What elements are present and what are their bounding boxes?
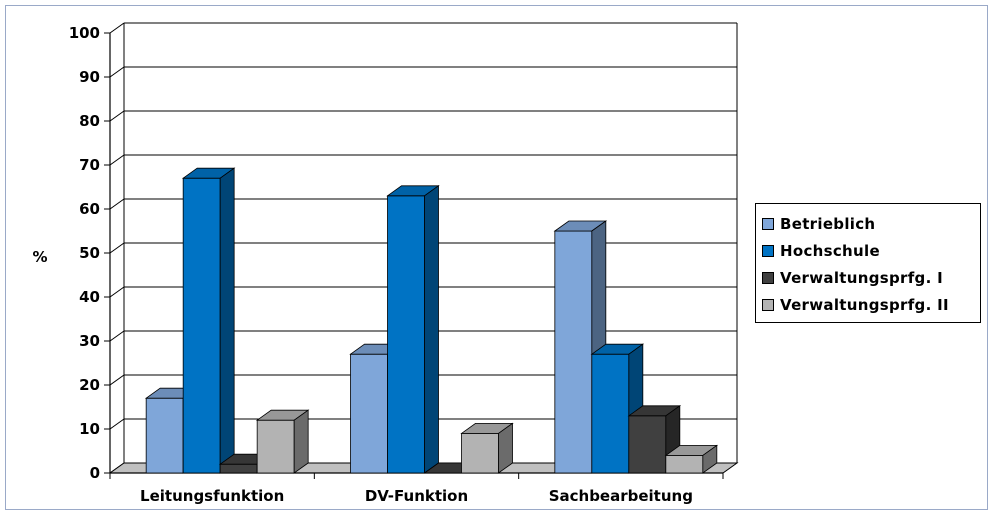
legend-label: Verwaltungsprfg. I <box>780 268 943 287</box>
bar-front <box>628 415 667 474</box>
legend-swatch <box>762 271 774 284</box>
y-tick-label: 20 <box>79 376 100 394</box>
legend-label: Betrieblich <box>780 214 876 233</box>
x-tick-label: Leitungsfunktion <box>140 487 284 505</box>
bar-front <box>219 463 258 474</box>
legend-label: Verwaltungsprfg. II <box>780 295 949 314</box>
bar <box>255 409 310 474</box>
gridline-side <box>109 198 125 210</box>
legend-swatch <box>762 217 774 230</box>
gridline-side <box>109 418 125 430</box>
bar <box>664 444 719 474</box>
y-tick-label: 90 <box>79 68 100 86</box>
bar-side <box>498 422 513 474</box>
bar-side <box>424 185 439 474</box>
bar-side <box>293 409 309 474</box>
bar-front <box>350 353 388 474</box>
bar-front <box>554 230 593 474</box>
y-tick-label: 30 <box>79 332 100 350</box>
x-tick-label: Sachbearbeitung <box>549 487 693 505</box>
legend: Betrieblich Hochschule Verwaltungsprfg. I V… <box>755 203 981 323</box>
bar-front <box>145 397 184 474</box>
y-tick-label: 80 <box>79 112 100 130</box>
bar-side <box>702 444 718 474</box>
y-axis: 0 10 20 30 40 50 60 70 80 90 100 <box>69 24 111 482</box>
gridline-side <box>109 154 125 166</box>
gridline-side <box>109 242 125 254</box>
y-axis-title: % <box>32 248 47 266</box>
legend-item: Verwaltungsprfg. I <box>762 264 980 291</box>
bar-front <box>591 353 630 474</box>
bar-front <box>256 419 295 474</box>
y-tick-label: 50 <box>79 244 100 262</box>
bar <box>460 422 514 474</box>
y-tick-label: 100 <box>69 24 100 42</box>
legend-swatch <box>762 244 774 257</box>
y-tick-label: 0 <box>90 464 100 482</box>
bar-front <box>182 177 221 474</box>
bars <box>144 167 719 474</box>
y-tick-label: 60 <box>79 200 100 218</box>
gridline-side <box>109 22 125 34</box>
legend-item: Hochschule <box>762 237 980 264</box>
bar <box>181 167 236 474</box>
bar-front <box>387 195 425 474</box>
gridline-side <box>109 66 125 78</box>
legend-item: Betrieblich <box>762 210 980 237</box>
y-tick-label: 70 <box>79 156 100 174</box>
legend-item: Verwaltungsprfg. II <box>762 291 980 318</box>
legend-swatch <box>762 298 774 311</box>
gridline-side <box>109 110 125 122</box>
bar <box>386 185 440 474</box>
gridline-side <box>109 330 125 342</box>
gridline-side <box>109 286 125 298</box>
bar-side <box>219 167 235 474</box>
x-axis: Leitungsfunktion DV-Funktion Sachbearbeitu… <box>109 472 724 505</box>
bar-front <box>461 432 499 474</box>
legend-label: Hochschule <box>780 241 880 260</box>
x-tick-label: DV-Funktion <box>365 487 468 505</box>
bar-front <box>665 454 704 474</box>
y-tick-label: 10 <box>79 420 100 438</box>
gridline-side <box>109 374 125 386</box>
y-tick-label: 40 <box>79 288 100 306</box>
